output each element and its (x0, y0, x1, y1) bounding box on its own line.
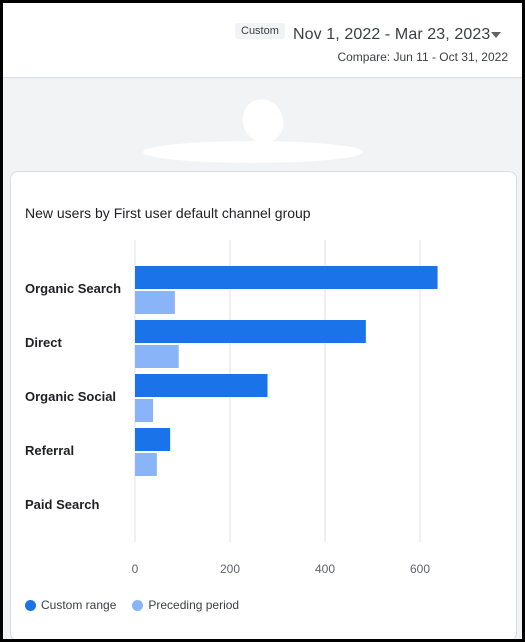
chart-title: New users by First user default channel … (25, 205, 311, 221)
x-tick-label: 400 (315, 562, 335, 576)
report-header: Custom Nov 1, 2022 - Mar 23, 2023 Compar… (3, 3, 522, 78)
bar-preceding-period[interactable] (135, 345, 179, 368)
compare-range-text: Compare: Jun 11 - Oct 31, 2022 (337, 50, 508, 64)
bar-custom-range[interactable] (135, 374, 268, 397)
bar-preceding-period[interactable] (135, 399, 154, 422)
category-labels: Organic Search Direct Organic Social Referr… (25, 281, 121, 512)
x-tick-label: 0 (132, 562, 139, 576)
grid-lines (134, 240, 421, 542)
date-range-text: Nov 1, 2022 - Mar 23, 2023 (293, 26, 491, 43)
category-label: Paid Search (25, 497, 99, 512)
dropdown-caret-icon[interactable] (491, 32, 501, 38)
category-label: Organic Social (25, 389, 116, 404)
chart-card: New users by First user default channel … (10, 171, 517, 639)
chart-legend: Custom range Preceding period (25, 598, 255, 612)
bars (135, 266, 438, 476)
legend-label-custom-range: Custom range (41, 598, 117, 612)
bar-custom-range[interactable] (135, 266, 438, 289)
bar-chart: Organic Search Direct Organic Social Referr… (25, 240, 438, 576)
bar-preceding-period[interactable] (135, 291, 175, 314)
legend-dot-preceding-period (132, 599, 144, 611)
x-tick-label: 600 (410, 562, 430, 576)
legend-item-custom-range[interactable]: Custom range (25, 598, 116, 612)
category-label: Organic Search (25, 281, 121, 296)
legend-dot-custom-range (25, 599, 36, 611)
x-tick-labels: 0 200 400 600 (132, 562, 431, 576)
legend-item-preceding-period[interactable]: Preceding period (132, 598, 239, 612)
category-label: Direct (25, 335, 63, 350)
redaction-mark (143, 141, 363, 163)
bar-custom-range[interactable] (135, 428, 171, 451)
bar-preceding-period[interactable] (135, 453, 157, 476)
legend-label-preceding-period: Preceding period (148, 598, 240, 612)
bar-custom-range[interactable] (135, 320, 366, 343)
custom-chip: Custom (235, 23, 285, 39)
x-tick-label: 200 (220, 562, 240, 576)
category-label: Referral (25, 443, 74, 458)
date-range-picker[interactable]: Nov 1, 2022 - Mar 23, 2023 (290, 20, 515, 56)
